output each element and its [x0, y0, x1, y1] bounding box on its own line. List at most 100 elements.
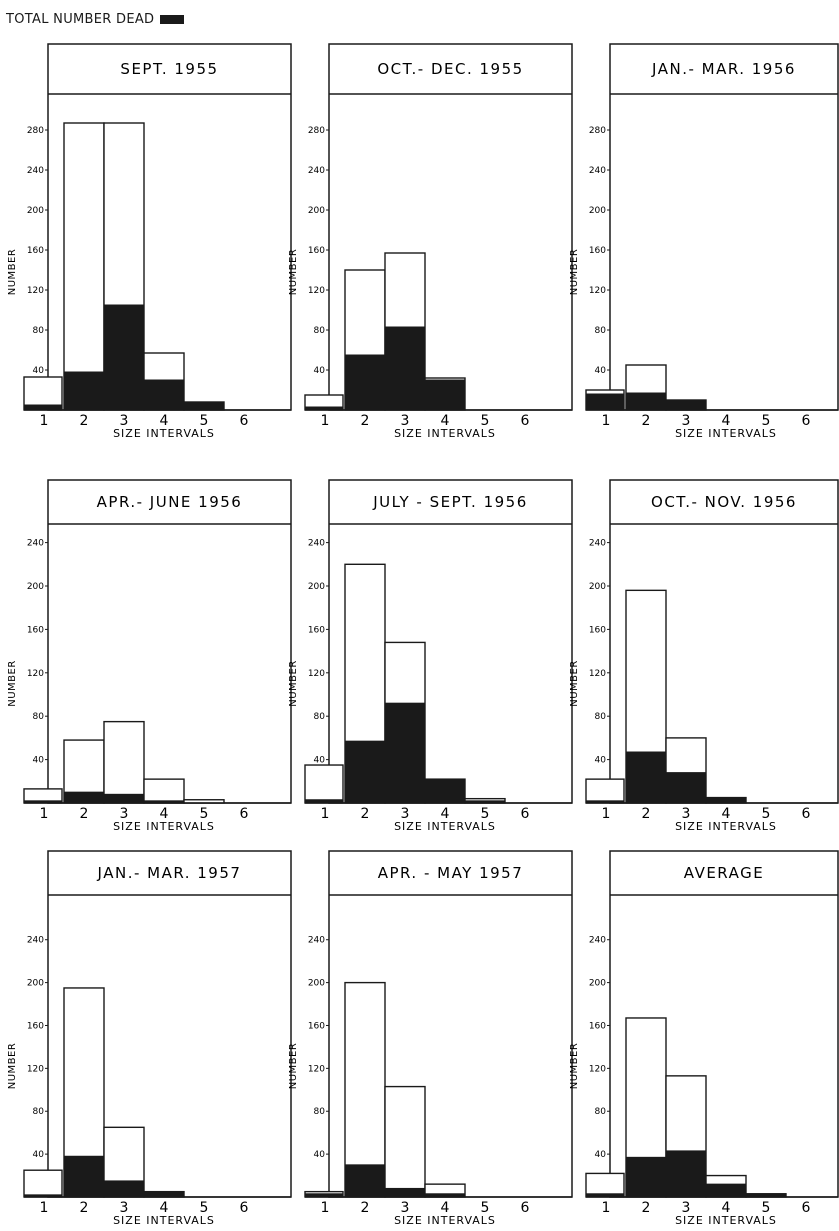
chart-panel-6: OCT.- NOV. 1956 40 80 120 160 200 240 NUMBER 1 2 3… [569, 479, 839, 833]
bar-total [344, 981, 386, 1198]
bar-dead [625, 751, 667, 804]
y-tick-label: 240 [308, 166, 325, 176]
x-tick-label: 3 [120, 413, 129, 429]
x-tick-label: 1 [602, 413, 611, 429]
chart-panel-7: JAN.- MAR. 1957 40 80 120 160 200 240 NUMBER 1 2 3… [7, 850, 292, 1227]
x-tick-label: 3 [682, 413, 691, 429]
y-tick-label: 160 [589, 1021, 606, 1031]
legend: TOTAL NUMBER DEAD [6, 12, 185, 27]
chart-title: OCT.- DEC. 1955 [377, 60, 523, 78]
x-tick-label: 3 [401, 413, 410, 429]
y-axis-label: NUMBER [7, 660, 18, 707]
bar-total [143, 778, 185, 804]
x-tick-label: 5 [762, 413, 771, 429]
y-tick-label: 120 [308, 286, 325, 296]
y-tick-label: 120 [589, 286, 606, 296]
y-tick-label: 120 [589, 669, 606, 679]
chart-title: AVERAGE [684, 864, 764, 882]
y-tick-label: 240 [27, 936, 44, 946]
y-tick-label: 120 [27, 669, 44, 679]
bar-dead [143, 379, 185, 411]
y-tick-label: 40 [595, 1150, 607, 1160]
y-tick-label: 80 [314, 712, 326, 722]
y-tick-label: 80 [33, 712, 45, 722]
y-axis-label: NUMBER [288, 660, 299, 707]
bar-total [384, 1085, 426, 1198]
chart-panel-1: SEPT. 1955 40 80 120 160 200 240 280 NUMBER 1 2 3 4 5… [7, 43, 292, 440]
x-tick-label: 3 [682, 1200, 691, 1216]
y-tick-label: 80 [595, 1107, 607, 1117]
x-tick-label: 3 [401, 806, 410, 822]
chart-title: JULY - SEPT. 1956 [372, 493, 528, 511]
x-axis-label: SIZE INTERVALS [113, 820, 215, 833]
chart-title: OCT.- NOV. 1956 [651, 493, 797, 511]
legend-dead-swatch [160, 15, 185, 24]
y-tick-label: 240 [27, 539, 44, 549]
x-tick-label: 4 [722, 413, 731, 429]
bar-total [585, 778, 625, 804]
y-tick-label: 160 [589, 246, 606, 256]
x-tick-label: 1 [321, 413, 330, 429]
bar-dead [384, 702, 426, 804]
y-axis-label: NUMBER [288, 249, 299, 296]
y-tick-label: 40 [314, 756, 326, 766]
bar-total [63, 122, 105, 411]
y-axis-label: NUMBER [569, 249, 580, 296]
x-axis-label: SIZE INTERVALS [394, 820, 496, 833]
y-tick-label: 80 [33, 1107, 45, 1117]
bar-dead [63, 791, 105, 804]
x-tick-label: 5 [481, 413, 490, 429]
y-tick-label: 80 [595, 326, 607, 336]
bar-total [23, 1169, 63, 1198]
x-axis-label: SIZE INTERVALS [675, 820, 777, 833]
x-tick-label: 6 [521, 1200, 530, 1216]
bar-dead [705, 1183, 747, 1198]
x-tick-label: 2 [361, 413, 370, 429]
chart-frame [609, 43, 839, 411]
y-tick-label: 40 [314, 366, 326, 376]
x-tick-label: 3 [120, 806, 129, 822]
y-tick-label: 120 [27, 286, 44, 296]
y-tick-label: 40 [314, 1150, 326, 1160]
x-tick-label: 5 [200, 806, 209, 822]
x-tick-label: 6 [240, 413, 249, 429]
y-tick-label: 200 [589, 206, 606, 216]
x-tick-label: 6 [521, 413, 530, 429]
x-tick-label: 1 [321, 1200, 330, 1216]
y-tick-label: 280 [27, 126, 44, 136]
bar-dead [103, 793, 145, 804]
x-tick-label: 5 [762, 1200, 771, 1216]
x-tick-label: 6 [521, 806, 530, 822]
y-tick-label: 200 [27, 206, 44, 216]
x-tick-label: 5 [481, 1200, 490, 1216]
x-tick-label: 2 [361, 806, 370, 822]
x-tick-label: 6 [802, 1200, 811, 1216]
y-tick-label: 200 [589, 979, 606, 989]
x-tick-label: 4 [441, 806, 450, 822]
y-axis-label: NUMBER [7, 249, 18, 296]
x-axis-label: SIZE INTERVALS [675, 1214, 777, 1227]
y-tick-label: 200 [27, 979, 44, 989]
x-tick-label: 1 [40, 806, 49, 822]
y-tick-label: 80 [314, 326, 326, 336]
x-tick-label: 4 [160, 806, 169, 822]
x-tick-label: 4 [441, 413, 450, 429]
y-tick-label: 160 [308, 625, 325, 635]
y-tick-label: 120 [308, 1064, 325, 1074]
chart-panel-9: AVERAGE 40 80 120 160 200 240 NUMBER 1 2 3 4 5 6 SIZE … [569, 850, 839, 1227]
y-tick-label: 240 [589, 936, 606, 946]
bar-total [304, 764, 344, 804]
x-tick-label: 1 [40, 413, 49, 429]
x-tick-label: 1 [321, 806, 330, 822]
bar-dead [424, 379, 466, 411]
chart-panel-3: JAN.- MAR. 1956 40 80 120 160 200 240 280 NUMBER… [569, 43, 839, 440]
x-tick-label: 1 [602, 1200, 611, 1216]
y-tick-label: 240 [589, 539, 606, 549]
chart-title: APR.- JUNE 1956 [97, 493, 243, 511]
chart-panel-5: JULY - SEPT. 1956 40 80 120 160 200 240 NUMBER 1… [288, 479, 573, 833]
x-tick-label: 2 [642, 413, 651, 429]
y-tick-label: 160 [308, 1021, 325, 1031]
bar-dead [384, 1187, 426, 1198]
bar-dead [344, 1164, 386, 1198]
y-tick-label: 120 [589, 1064, 606, 1074]
